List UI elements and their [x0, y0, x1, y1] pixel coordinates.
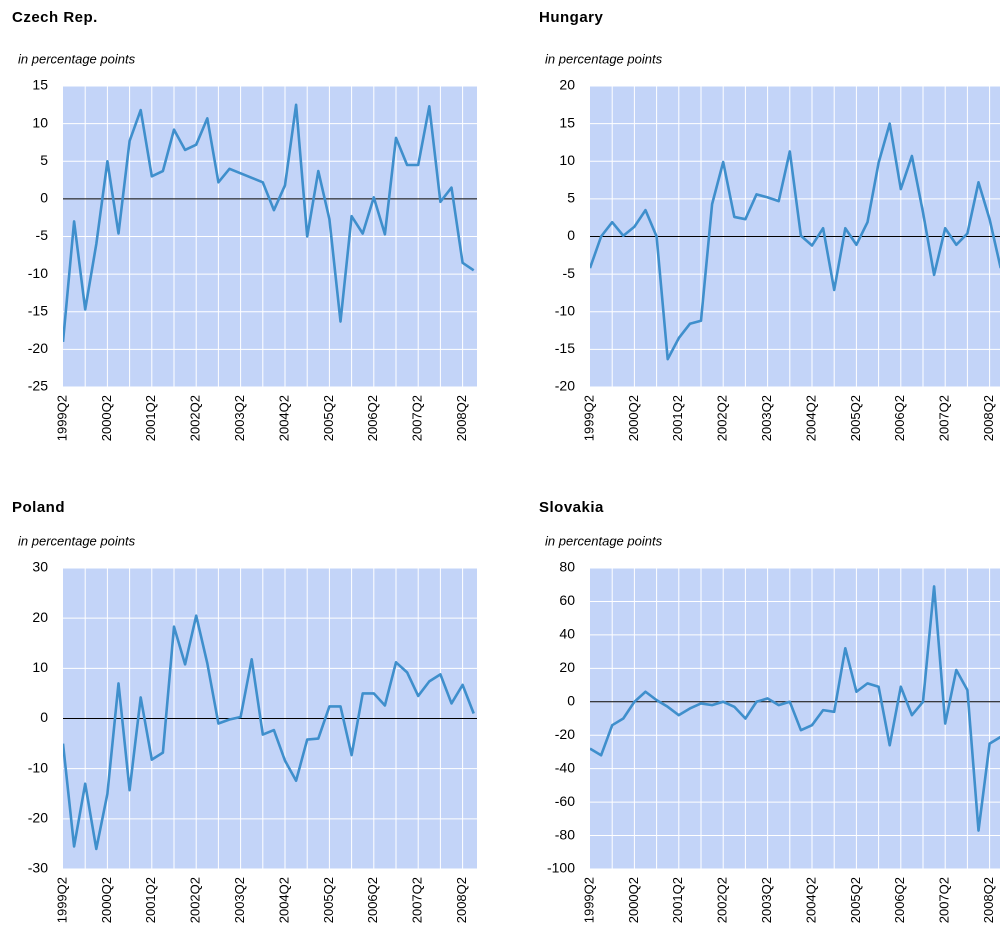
y-tick-label: 5	[567, 190, 575, 206]
x-tick-label: 2005Q2	[848, 395, 863, 441]
y-tick-label: -5	[563, 265, 576, 281]
y-tick-label: 60	[559, 592, 575, 608]
x-tick-label: 2004Q2	[803, 395, 818, 441]
y-tick-label: -5	[36, 227, 49, 243]
axis-unit-label: in percentage points	[545, 533, 663, 548]
x-tick-label: 2000Q2	[99, 395, 114, 441]
y-tick-label: 15	[32, 77, 48, 93]
x-tick-label: 2006Q2	[365, 877, 380, 923]
x-tick-label: 2004Q2	[803, 877, 818, 923]
y-tick-label: -40	[555, 759, 575, 775]
y-tick-label: 20	[559, 77, 575, 93]
panel: Slovakia in percentage points -100 -80 -60 -4…	[539, 499, 1000, 923]
y-tick-label: -60	[555, 793, 575, 809]
panel: Poland in percentage points -30 -20 -10 0 10 20…	[12, 499, 477, 923]
x-tick-label: 2005Q2	[321, 395, 336, 441]
y-tick-label: 10	[32, 659, 48, 675]
y-tick-label: 10	[559, 152, 575, 168]
axis-unit-label: in percentage points	[18, 51, 136, 66]
data-line	[590, 585, 1000, 832]
data-line	[590, 122, 1000, 361]
series	[63, 103, 475, 342]
y-tick-label: -15	[28, 302, 48, 318]
panel-title: Slovakia	[539, 499, 604, 516]
x-tick-label: 2001Q2	[670, 395, 685, 441]
y-tick-label: -20	[28, 810, 48, 826]
y-tick-label: 20	[559, 659, 575, 675]
y-tick-label: -10	[28, 265, 48, 281]
panel: Hungary in percentage points -20 -15 -10 -5 0 5…	[539, 9, 1000, 441]
y-tick-label: -25	[28, 378, 48, 394]
x-tick-label: 2000Q2	[626, 395, 641, 441]
panel-title: Czech Rep.	[12, 9, 98, 26]
y-tick-label: -20	[28, 340, 48, 356]
x-tick-label: 2002Q2	[188, 395, 203, 441]
y-tick-label: -100	[547, 860, 575, 876]
x-tick-label: 2002Q2	[715, 395, 730, 441]
y-tick-label: 15	[559, 114, 575, 130]
x-tick-label: 2008Q2	[981, 877, 996, 923]
y-tick-label: 10	[32, 114, 48, 130]
x-tick-label: 1999Q2	[581, 395, 596, 441]
x-tick-label: 2001Q2	[143, 877, 158, 923]
x-tick-label: 2006Q2	[365, 395, 380, 441]
y-tick-label: -20	[555, 378, 575, 394]
x-tick-label: 2003Q2	[759, 395, 774, 441]
x-tick-label: 2007Q2	[410, 395, 425, 441]
x-tick-label: 2005Q2	[848, 877, 863, 923]
x-tick-label: 2003Q2	[232, 877, 247, 923]
y-tick-label: -30	[28, 860, 48, 876]
x-tick-label: 2006Q2	[892, 395, 907, 441]
y-tick-label: -80	[555, 826, 575, 842]
x-tick-label: 1999Q2	[54, 395, 69, 441]
y-tick-label: -15	[555, 340, 575, 356]
x-tick-label: 2008Q2	[981, 395, 996, 441]
x-tick-label: 2005Q2	[321, 877, 336, 923]
y-tick-label: 80	[559, 559, 575, 575]
x-tick-label: 2008Q2	[454, 877, 469, 923]
x-tick-label: 2004Q2	[276, 395, 291, 441]
x-tick-label: 2000Q2	[626, 877, 641, 923]
panel: Czech Rep. in percentage points -25 -20 -15 -…	[12, 9, 477, 441]
x-tick-label: 2001Q2	[143, 395, 158, 441]
x-tick-label: 2003Q2	[232, 395, 247, 441]
y-tick-label: -20	[555, 726, 575, 742]
series	[590, 122, 1000, 361]
x-tick-label: 2006Q2	[892, 877, 907, 923]
x-tick-label: 2004Q2	[276, 877, 291, 923]
x-tick-label: 1999Q2	[54, 877, 69, 923]
x-tick-label: 2007Q2	[937, 395, 952, 441]
x-tick-label: 2002Q2	[715, 877, 730, 923]
x-tick-label: 2003Q2	[759, 877, 774, 923]
axis-unit-label: in percentage points	[545, 51, 663, 66]
x-tick-label: 2000Q2	[99, 877, 114, 923]
x-tick-label: 2008Q2	[454, 395, 469, 441]
y-tick-label: 0	[567, 692, 575, 708]
panel-title: Hungary	[539, 9, 604, 26]
y-tick-label: 0	[40, 709, 48, 725]
data-line	[63, 614, 475, 851]
y-tick-label: 30	[32, 559, 48, 575]
x-tick-label: 2002Q2	[188, 877, 203, 923]
y-tick-label: 5	[40, 152, 48, 168]
series	[590, 585, 1000, 832]
y-tick-label: 0	[567, 227, 575, 243]
series	[63, 614, 475, 851]
x-tick-label: 2007Q2	[937, 877, 952, 923]
x-tick-label: 2007Q2	[410, 877, 425, 923]
y-tick-label: -10	[555, 302, 575, 318]
data-line	[63, 103, 475, 342]
y-tick-label: 40	[559, 626, 575, 642]
y-tick-label: 0	[40, 190, 48, 206]
y-tick-label: 20	[32, 609, 48, 625]
panel-title: Poland	[12, 499, 65, 516]
y-tick-label: -10	[28, 759, 48, 775]
x-tick-label: 2001Q2	[670, 877, 685, 923]
axis-unit-label: in percentage points	[18, 533, 136, 548]
x-tick-label: 1999Q2	[581, 877, 596, 923]
